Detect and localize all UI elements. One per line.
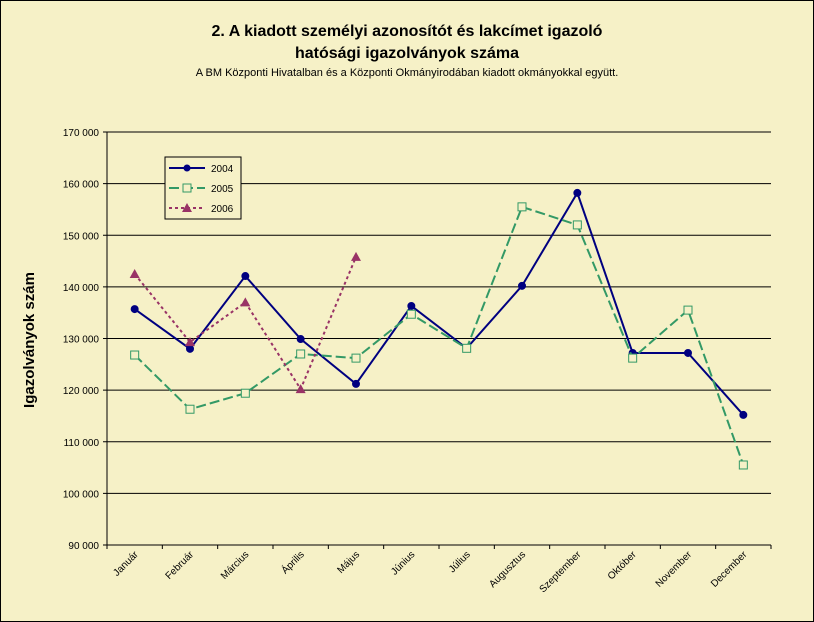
marker xyxy=(407,301,416,310)
marker xyxy=(129,268,140,278)
legend-marker xyxy=(182,203,192,212)
y-tick-label: 170 000 xyxy=(63,128,100,139)
y-tick-label: 90 000 xyxy=(68,541,99,552)
y-tick-label: 130 000 xyxy=(63,335,100,346)
marker xyxy=(352,379,360,388)
marker xyxy=(185,404,195,414)
marker xyxy=(130,350,140,360)
chart-title: hatósági igazolványok száma xyxy=(295,45,519,62)
legend-marker xyxy=(183,164,191,172)
marker xyxy=(573,188,582,197)
marker xyxy=(296,349,306,359)
chart-subtitle: A BM Központi Hivatalban és a Központi O… xyxy=(196,67,619,79)
marker xyxy=(186,344,194,353)
series-line xyxy=(133,205,745,466)
legend-label: 2006 xyxy=(211,204,234,215)
legend-label: 2005 xyxy=(211,184,234,195)
y-tick-label: 120 000 xyxy=(63,386,100,397)
marker xyxy=(572,220,582,230)
marker xyxy=(406,309,416,319)
marker xyxy=(684,348,692,357)
series-line xyxy=(134,190,745,416)
marker xyxy=(351,353,361,363)
marker xyxy=(738,460,748,470)
y-tick-label: 140 000 xyxy=(63,283,100,294)
chart-title: 2. A kiadott személyi azonosítót és lakc… xyxy=(212,23,603,40)
marker xyxy=(739,410,748,419)
marker xyxy=(351,251,361,261)
y-tick-label: 160 000 xyxy=(63,180,100,191)
marker xyxy=(683,305,693,315)
y-tick-label: 100 000 xyxy=(63,489,100,500)
marker xyxy=(628,353,638,363)
y-tick-label: 150 000 xyxy=(63,231,100,242)
marker xyxy=(240,297,251,307)
legend-label: 2004 xyxy=(211,164,234,175)
marker xyxy=(130,305,139,314)
marker xyxy=(518,281,526,290)
marker xyxy=(240,388,250,398)
marker xyxy=(517,202,527,212)
series-line xyxy=(133,256,357,392)
legend: 2004 2005 2006 xyxy=(164,156,242,220)
marker xyxy=(241,272,250,281)
marker xyxy=(295,384,306,394)
legend-marker xyxy=(182,183,192,193)
y-axis-label: Igazolványok szám xyxy=(21,272,38,408)
marker xyxy=(296,335,305,344)
marker xyxy=(462,343,472,353)
y-tick-label: 110 000 xyxy=(64,438,100,449)
marker xyxy=(185,337,195,347)
